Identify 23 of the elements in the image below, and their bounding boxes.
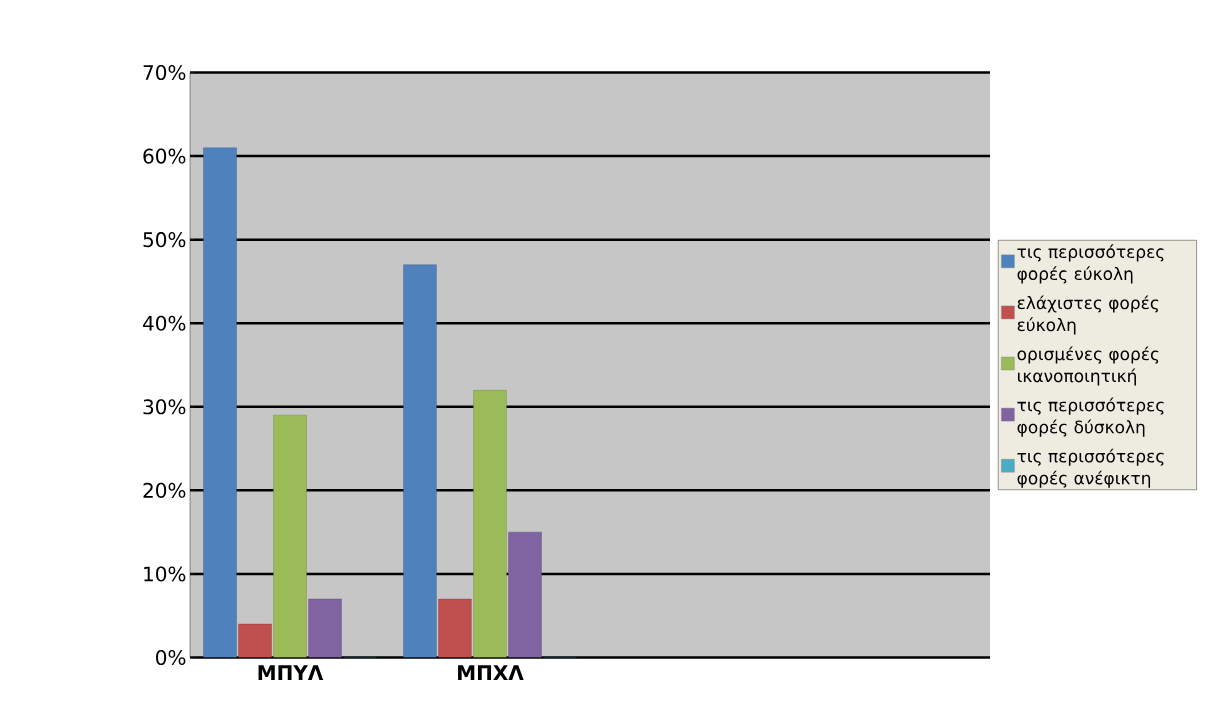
bar	[273, 414, 307, 658]
legend-label: ορισμένες φορές ικανοποιητική	[1017, 346, 1159, 386]
x-tick-label: ΜΠΧΛ	[458, 665, 524, 680]
legend-label: ελάχιστες φορές εύκολη	[1017, 295, 1159, 335]
y-tick-label: 30%	[143, 399, 186, 415]
y-tick-label: 20%	[143, 482, 186, 498]
bar	[473, 389, 507, 658]
bar	[238, 623, 272, 658]
bar	[403, 264, 437, 658]
bar	[508, 531, 542, 658]
bar	[438, 598, 472, 658]
y-tick-label: 10%	[144, 566, 186, 582]
y-tick-label: 50%	[143, 232, 186, 248]
x-tick-label: ΜΠΥΛ	[258, 665, 324, 680]
legend-label: τις περισσότερες φορές δύσκολη	[1017, 397, 1164, 437]
legend-label: τις περισσότερες φορές ανέφικτη	[1017, 448, 1164, 488]
y-tick-label: 40%	[143, 315, 186, 331]
legend-label: τις περισσότερες φορές εύκολη	[1017, 244, 1164, 284]
bar	[203, 147, 237, 658]
bar	[308, 598, 342, 658]
y-tick-label: 60%	[143, 148, 186, 164]
y-tick-label: 70%	[143, 64, 186, 81]
y-tick-label: 0%	[156, 649, 186, 666]
